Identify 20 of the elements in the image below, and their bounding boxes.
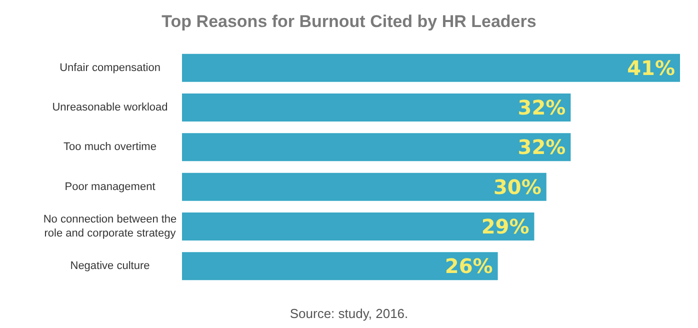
- y-tick-label: Unfair compensation: [60, 62, 160, 74]
- chart-title: Top Reasons for Burnout Cited by HR Leaders: [162, 12, 536, 31]
- source-note: Source: study, 2016.: [290, 306, 408, 321]
- y-tick-label: Unreasonable workload: [52, 102, 168, 114]
- bar: [182, 54, 680, 82]
- bar: [182, 172, 546, 201]
- bar: [182, 212, 534, 240]
- y-tick-label: Poor management: [64, 180, 156, 193]
- data-label: 41%: [627, 56, 675, 80]
- bar: [182, 94, 571, 122]
- data-label: 29%: [481, 214, 530, 238]
- bar: [182, 252, 498, 280]
- y-tick-label: Too much overtime: [64, 141, 156, 154]
- data-label: 32%: [518, 96, 566, 120]
- y-tick-label: Negative culture: [70, 260, 150, 272]
- bar: [182, 133, 571, 162]
- data-label: 32%: [518, 135, 566, 160]
- data-label: 26%: [444, 254, 493, 278]
- y-tick-label: No connection between the role and corporate strategy: [43, 214, 177, 240]
- data-label: 30%: [494, 174, 542, 199]
